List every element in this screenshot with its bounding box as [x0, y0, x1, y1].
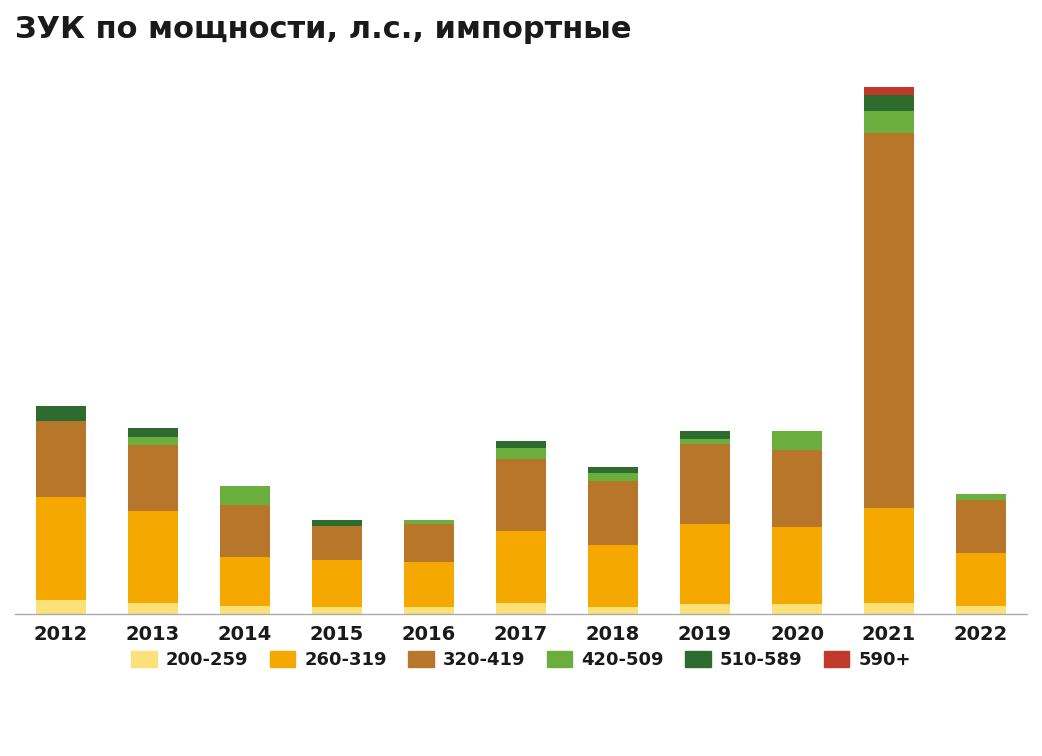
- Bar: [956, 500, 1007, 553]
- Bar: [403, 524, 454, 562]
- Bar: [864, 508, 914, 603]
- Bar: [128, 445, 178, 510]
- Bar: [864, 133, 914, 508]
- Bar: [128, 603, 178, 614]
- Bar: [220, 505, 270, 557]
- Bar: [956, 494, 1007, 500]
- Bar: [588, 481, 639, 544]
- Bar: [403, 607, 454, 614]
- Bar: [35, 497, 86, 600]
- Bar: [679, 524, 730, 604]
- Bar: [128, 437, 178, 445]
- Bar: [679, 430, 730, 438]
- Bar: [679, 438, 730, 444]
- Bar: [220, 606, 270, 614]
- Bar: [496, 459, 546, 531]
- Bar: [128, 510, 178, 603]
- Text: ЗУК по мощности, л.с., импортные: ЗУК по мощности, л.с., импортные: [15, 15, 631, 44]
- Bar: [588, 472, 639, 481]
- Bar: [588, 467, 639, 472]
- Bar: [35, 421, 86, 497]
- Bar: [864, 87, 914, 95]
- Bar: [403, 520, 454, 524]
- Bar: [772, 450, 822, 527]
- Bar: [496, 603, 546, 614]
- Bar: [312, 520, 363, 525]
- Bar: [588, 607, 639, 614]
- Bar: [679, 444, 730, 524]
- Bar: [403, 562, 454, 607]
- Bar: [496, 442, 546, 448]
- Bar: [496, 448, 546, 459]
- Bar: [956, 606, 1007, 614]
- Bar: [864, 95, 914, 111]
- Bar: [220, 486, 270, 505]
- Bar: [864, 603, 914, 614]
- Bar: [35, 600, 86, 614]
- Bar: [956, 553, 1007, 606]
- Bar: [312, 607, 363, 614]
- Legend: 200-259, 260-319, 320-419, 420-509, 510-589, 590+: 200-259, 260-319, 320-419, 420-509, 510-…: [124, 643, 918, 676]
- Bar: [679, 604, 730, 614]
- Bar: [35, 406, 86, 421]
- Bar: [312, 525, 363, 559]
- Bar: [772, 527, 822, 604]
- Bar: [128, 428, 178, 437]
- Bar: [864, 111, 914, 133]
- Bar: [220, 557, 270, 606]
- Bar: [772, 604, 822, 614]
- Bar: [588, 544, 639, 607]
- Bar: [312, 559, 363, 607]
- Bar: [496, 531, 546, 603]
- Bar: [772, 430, 822, 450]
